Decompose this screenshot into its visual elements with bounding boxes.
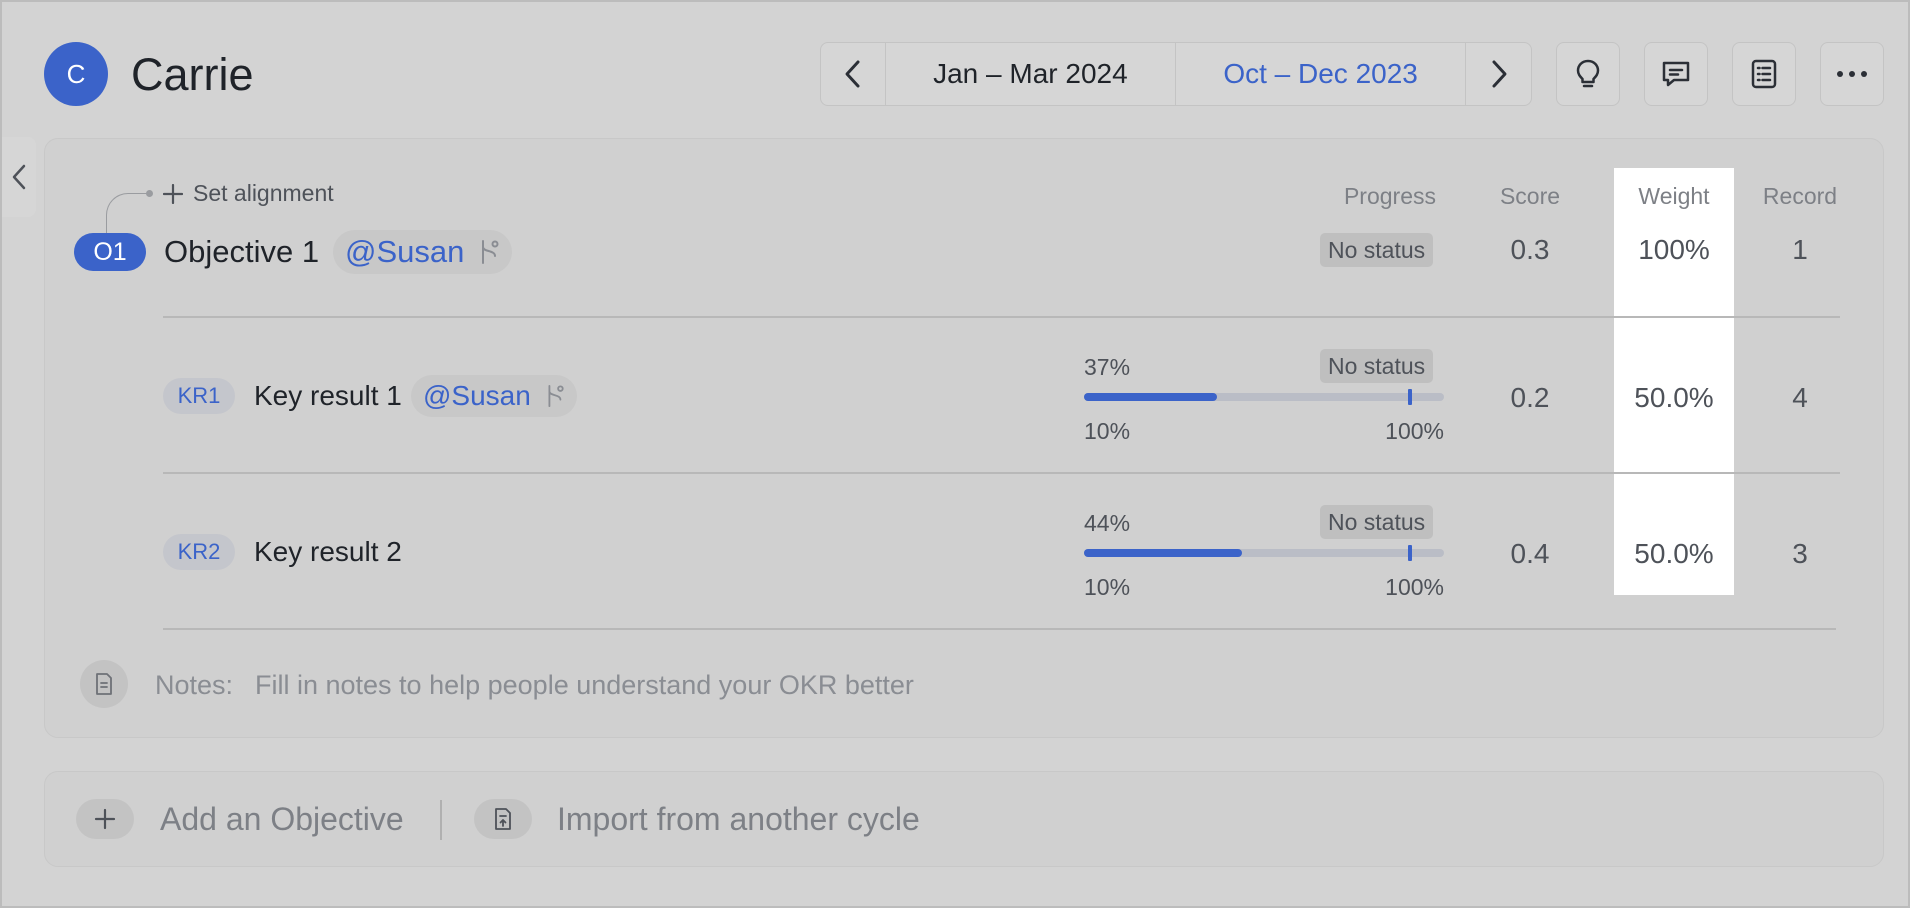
action-separator	[440, 800, 442, 840]
avatar-initial: C	[66, 58, 86, 89]
kr1-record[interactable]: 4	[1792, 382, 1808, 413]
action-bar	[44, 771, 1884, 867]
next-cycle-button[interactable]	[1466, 43, 1531, 105]
user-name: Carrie	[131, 49, 254, 100]
kr1-owner-mention[interactable]: @Susan	[411, 375, 577, 417]
avatar[interactable]: C	[44, 42, 108, 106]
branch-icon	[548, 385, 564, 408]
column-header-record: Record	[1762, 183, 1838, 209]
row-divider	[163, 316, 1840, 318]
kr1-progress-target-marker	[1408, 389, 1412, 405]
objective-weight[interactable]: 100%	[1638, 234, 1710, 265]
kr2-record[interactable]: 3	[1792, 538, 1808, 569]
column-header-progress: Progress	[1343, 183, 1437, 209]
alignment-connector	[106, 193, 148, 233]
branch-icon	[482, 240, 499, 264]
chevron-left-icon	[12, 164, 26, 190]
more-button[interactable]	[1820, 42, 1884, 106]
row-divider	[163, 472, 1840, 474]
notes-input[interactable]: Fill in notes to help people understand …	[255, 670, 914, 700]
comment-icon	[1662, 61, 1690, 87]
objective-status-badge[interactable]: No status	[1320, 233, 1434, 267]
import-from-cycle-button[interactable]: Import from another cycle	[557, 801, 920, 837]
add-objective-icon-button[interactable]	[76, 799, 134, 839]
objective-score[interactable]: 0.3	[1510, 234, 1550, 265]
plus-icon	[163, 183, 183, 204]
okr-card	[44, 138, 1884, 738]
chevron-left-icon	[845, 60, 860, 88]
kr2-progress-target-marker	[1408, 545, 1412, 561]
list-icon	[1751, 59, 1777, 89]
comments-button[interactable]	[1644, 42, 1708, 106]
row-divider	[163, 628, 1836, 630]
kr2-title[interactable]: Key result 2	[254, 536, 402, 567]
kr1-progress-fill	[1084, 393, 1218, 401]
tips-button[interactable]	[1556, 42, 1620, 106]
objective-record[interactable]: 1	[1792, 234, 1808, 265]
objective-badge: O1	[74, 233, 146, 271]
cycle-selected[interactable]: Oct – Dec 2023	[1176, 43, 1467, 105]
chevron-right-icon	[1492, 60, 1507, 88]
document-icon	[96, 673, 112, 695]
kr2-start-value: 10%	[1084, 574, 1131, 600]
alignment-dot	[146, 190, 153, 197]
objective-title[interactable]: Objective 1	[164, 234, 320, 269]
kr2-badge: KR2	[163, 534, 235, 570]
list-view-button[interactable]	[1732, 42, 1796, 106]
kr2-progress-value: 44%	[1084, 510, 1131, 536]
kr2-progress-fill	[1084, 549, 1243, 557]
kr1-status-badge[interactable]: No status	[1320, 349, 1434, 383]
import-icon-button[interactable]	[474, 799, 532, 839]
kr2-target-value: 100%	[1385, 574, 1444, 600]
cycle-switcher: Jan – Mar 2024 Oct – Dec 2023	[820, 42, 1532, 106]
add-objective-button[interactable]: Add an Objective	[160, 801, 404, 837]
set-alignment-button[interactable]: Set alignment	[163, 180, 334, 207]
collapse-sidebar-button[interactable]	[2, 137, 36, 217]
notes-label: Notes:	[155, 670, 234, 700]
kr2-progress-bar[interactable]	[1084, 545, 1444, 561]
kr1-title[interactable]: Key result 1	[254, 380, 402, 411]
kr2-weight[interactable]: 50.0%	[1634, 538, 1714, 569]
kr1-target-value: 100%	[1385, 418, 1444, 444]
column-header-weight: Weight	[1638, 183, 1710, 209]
kr1-progress-bar[interactable]	[1084, 389, 1444, 405]
column-header-score: Score	[1499, 183, 1561, 209]
objective-owner-name: @Susan	[345, 234, 465, 269]
objective-owner-mention[interactable]: @Susan	[333, 230, 513, 274]
weight-column-highlight	[1614, 168, 1734, 595]
cycle-current[interactable]: Jan – Mar 2024	[886, 43, 1176, 105]
kr1-owner-name: @Susan	[423, 380, 531, 411]
plus-icon	[94, 808, 116, 830]
notes-icon-container	[80, 660, 128, 708]
kr1-weight[interactable]: 50.0%	[1634, 382, 1714, 413]
import-document-icon	[495, 808, 511, 830]
more-icon	[1837, 71, 1867, 77]
kr2-status-badge[interactable]: No status	[1320, 505, 1434, 539]
kr1-score[interactable]: 0.2	[1510, 382, 1550, 413]
set-alignment-label: Set alignment	[193, 180, 334, 206]
kr1-badge: KR1	[163, 378, 235, 414]
previous-cycle-button[interactable]	[821, 43, 886, 105]
lightbulb-icon	[1576, 59, 1600, 88]
kr1-start-value: 10%	[1084, 418, 1131, 444]
kr2-score[interactable]: 0.4	[1510, 538, 1550, 569]
kr1-progress-value: 37%	[1084, 354, 1131, 380]
